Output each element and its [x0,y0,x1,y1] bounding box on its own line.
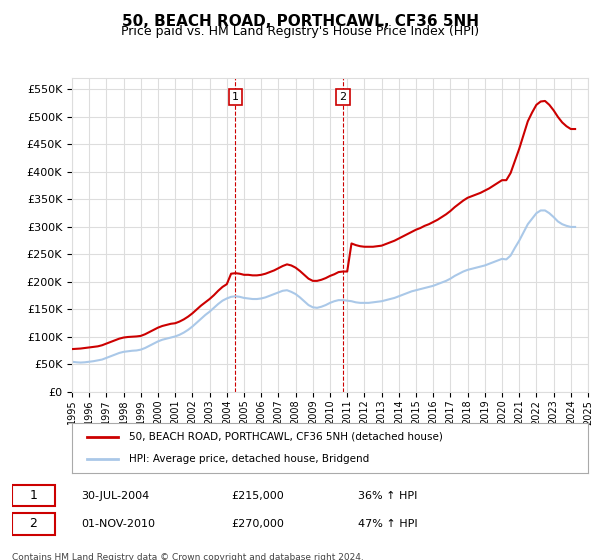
FancyBboxPatch shape [12,485,55,506]
Text: 36% ↑ HPI: 36% ↑ HPI [358,491,417,501]
Text: 2: 2 [340,92,346,102]
FancyBboxPatch shape [12,513,55,535]
Text: HPI: Average price, detached house, Bridgend: HPI: Average price, detached house, Brid… [129,454,369,464]
Text: 50, BEACH ROAD, PORTHCAWL, CF36 5NH: 50, BEACH ROAD, PORTHCAWL, CF36 5NH [121,14,479,29]
Text: 01-NOV-2010: 01-NOV-2010 [81,519,155,529]
Text: 2: 2 [29,517,37,530]
Text: Contains HM Land Registry data © Crown copyright and database right 2024.
This d: Contains HM Land Registry data © Crown c… [12,553,364,560]
Text: 1: 1 [29,489,37,502]
Text: Price paid vs. HM Land Registry's House Price Index (HPI): Price paid vs. HM Land Registry's House … [121,25,479,38]
Text: £215,000: £215,000 [231,491,284,501]
Text: 1: 1 [232,92,239,102]
Text: 47% ↑ HPI: 47% ↑ HPI [358,519,417,529]
Text: £270,000: £270,000 [231,519,284,529]
Text: 50, BEACH ROAD, PORTHCAWL, CF36 5NH (detached house): 50, BEACH ROAD, PORTHCAWL, CF36 5NH (det… [129,432,443,442]
Text: 30-JUL-2004: 30-JUL-2004 [81,491,149,501]
